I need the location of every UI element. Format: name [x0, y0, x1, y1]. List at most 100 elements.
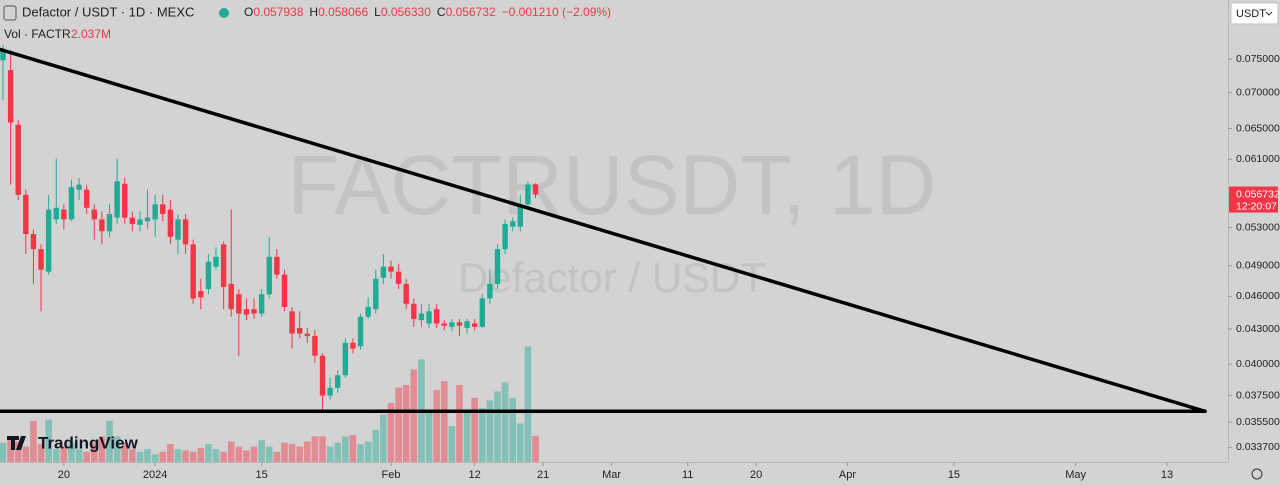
axes: 0.075000 0.070000 0.065000 0.061000 0.053000…	[58, 53, 1280, 481]
countdown: 12:20:07	[1236, 200, 1277, 212]
volume-bar	[296, 446, 303, 462]
candle-body	[441, 323, 447, 326]
candle-body	[129, 217, 136, 224]
ohlc-value: 0.056330	[381, 5, 431, 19]
candle-body	[205, 261, 212, 290]
candle-body	[274, 256, 280, 275]
volume-bar	[349, 435, 357, 462]
volume-bar	[326, 446, 334, 462]
candle-body	[494, 249, 501, 284]
volume-bar	[273, 451, 281, 462]
volume-bar	[440, 381, 448, 462]
x-tick-label: 20	[58, 469, 70, 481]
volume-bar	[151, 454, 159, 462]
volume-bar	[22, 446, 30, 462]
volume-bar	[342, 436, 349, 462]
y-tick-label: 0.049000	[1236, 259, 1280, 271]
watermark-title: FACTRUSDT, 1D	[288, 138, 937, 232]
candle-body	[167, 209, 174, 237]
volume-layer	[0, 346, 539, 462]
y-tick-label: 0.075000	[1236, 53, 1280, 65]
candle-body	[517, 204, 524, 227]
candle-body	[312, 335, 318, 356]
x-tick-label: 15	[256, 469, 268, 481]
candle-body	[68, 187, 75, 220]
volume-bar	[60, 446, 68, 462]
candle-body	[106, 214, 113, 232]
candle-body	[411, 303, 417, 320]
volume-bar	[90, 442, 98, 462]
candle-body	[350, 342, 356, 349]
x-tick-label: 11	[682, 469, 693, 481]
candle-body	[182, 219, 189, 245]
volume-bar	[517, 423, 524, 462]
currency[interactable]: USDT	[1236, 8, 1266, 20]
volume-bar	[52, 449, 60, 462]
volume-bar	[319, 436, 326, 462]
currency-select[interactable]: USDT	[1230, 2, 1279, 25]
volume-bar	[83, 451, 90, 462]
candle-body	[471, 323, 478, 327]
candle-body	[99, 219, 105, 232]
volume-bar	[235, 446, 243, 462]
settings-button[interactable]	[1251, 468, 1263, 480]
trendline	[0, 47, 1207, 414]
candle-body	[91, 209, 97, 220]
candle-body	[38, 249, 44, 270]
volume-bar	[281, 442, 288, 462]
volume-bar	[372, 429, 380, 462]
volume-bar	[478, 408, 486, 462]
candle-body	[228, 283, 234, 310]
volume-bar	[205, 444, 212, 462]
volume-bar	[174, 449, 182, 462]
currency-box[interactable]	[1230, 2, 1279, 25]
volume-bar	[7, 438, 14, 462]
candle-body	[426, 311, 432, 324]
candle-body	[335, 375, 341, 388]
volume-bar	[75, 449, 83, 462]
candles	[0, 45, 539, 410]
candle-body	[365, 307, 371, 317]
volume-bar	[159, 451, 167, 462]
y-tick-label: 0.037500	[1236, 389, 1280, 401]
settings-icon[interactable]	[1251, 468, 1263, 480]
logo-mark	[7, 436, 26, 450]
volume-bar	[304, 441, 311, 462]
candle-body	[510, 221, 516, 227]
volume-bar	[433, 390, 440, 462]
volume-bar	[524, 346, 532, 462]
symbol-icon	[3, 5, 17, 21]
trendlines	[0, 47, 1207, 414]
candle-body	[418, 313, 425, 321]
candle-body	[213, 256, 219, 267]
candle-body	[0, 48, 6, 61]
x-tick-label: 21	[537, 469, 549, 481]
volume-bar	[136, 451, 144, 462]
volume-bar	[144, 449, 151, 462]
volume-bar	[463, 410, 471, 462]
volume-bar	[334, 442, 342, 462]
candle-body	[175, 219, 181, 240]
volume-bar	[250, 446, 258, 462]
volume-bar	[448, 426, 456, 462]
candle-body	[380, 266, 387, 278]
y-tick-label: 0.046000	[1236, 290, 1280, 302]
candle-body	[296, 327, 303, 334]
candle-body	[15, 124, 21, 195]
watermark: FACTRUSDT, 1D Defactor / USDT	[288, 138, 937, 301]
dropdown-arrow[interactable]	[1265, 11, 1273, 16]
volume-bar	[456, 385, 463, 462]
x-tick-label: 20	[750, 469, 762, 481]
candle-body	[532, 184, 539, 195]
y-tick-label: 0.040000	[1236, 358, 1280, 370]
volume-bar	[129, 449, 136, 462]
candle-body	[373, 278, 379, 310]
candle-body	[258, 294, 265, 314]
last-price-label: 0.056732	[1236, 188, 1280, 200]
volume-bar	[265, 446, 273, 462]
y-tick-label: 0.053000	[1236, 221, 1280, 233]
candle-body	[487, 283, 493, 299]
ohlc-key: O	[244, 5, 253, 19]
x-tick-label: May	[1065, 469, 1086, 481]
